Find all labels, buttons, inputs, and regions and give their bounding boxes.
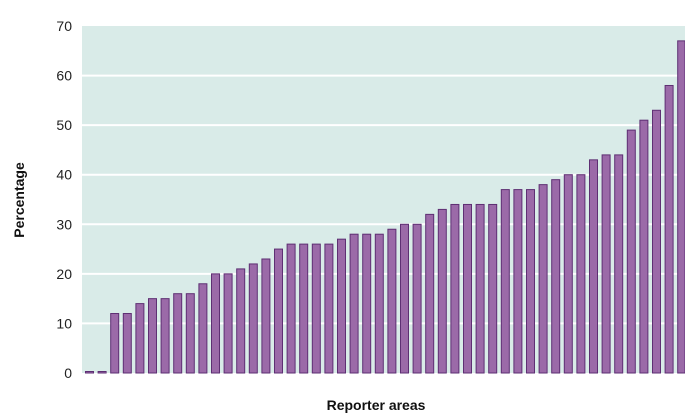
bar xyxy=(110,313,120,374)
y-tick-label: 20 xyxy=(56,266,72,282)
bar xyxy=(85,371,94,374)
y-axis-title: Percentage xyxy=(11,162,27,238)
bar xyxy=(261,258,271,374)
bar xyxy=(475,203,485,374)
y-tick-label: 50 xyxy=(56,117,72,133)
bar xyxy=(236,268,246,374)
bar xyxy=(387,228,397,374)
bar xyxy=(349,233,359,374)
bar xyxy=(274,248,283,374)
y-tick-label: 30 xyxy=(56,216,72,232)
bar xyxy=(299,243,309,374)
bar xyxy=(576,174,586,374)
bar xyxy=(97,371,107,374)
y-tick-label: 70 xyxy=(56,18,72,34)
bar xyxy=(198,283,208,374)
bar xyxy=(362,233,372,374)
bar xyxy=(463,203,472,374)
bar xyxy=(601,154,611,374)
bar xyxy=(173,293,183,374)
bar xyxy=(412,223,422,374)
bar xyxy=(526,189,535,374)
bar xyxy=(374,233,384,374)
bar xyxy=(626,129,636,374)
bar xyxy=(135,303,145,374)
bar xyxy=(185,293,195,374)
bar xyxy=(551,179,561,374)
y-axis-ticks: 0 10 20 30 40 50 60 70 xyxy=(56,18,72,381)
bar xyxy=(500,189,510,374)
bar xyxy=(148,298,157,374)
bar xyxy=(160,298,170,374)
bars xyxy=(85,40,685,374)
x-axis-title: Reporter areas xyxy=(327,397,426,413)
bar xyxy=(211,273,220,374)
bar xyxy=(639,119,649,374)
bar xyxy=(614,154,624,374)
bar xyxy=(677,40,685,374)
bar xyxy=(488,203,498,374)
bar xyxy=(223,273,233,374)
bar xyxy=(248,263,258,374)
bar xyxy=(513,189,523,374)
bar xyxy=(652,109,661,374)
bar xyxy=(286,243,296,374)
bar xyxy=(664,84,674,374)
bar xyxy=(311,243,321,374)
bar xyxy=(437,208,447,374)
y-tick-label: 10 xyxy=(56,315,72,331)
bar xyxy=(538,184,548,374)
bar xyxy=(337,238,346,374)
y-tick-label: 40 xyxy=(56,167,72,183)
bar xyxy=(324,243,334,374)
y-tick-label: 60 xyxy=(56,68,72,84)
bar xyxy=(450,203,460,374)
bar xyxy=(122,313,132,374)
bar xyxy=(589,159,598,374)
bar xyxy=(400,223,409,374)
y-tick-label: 0 xyxy=(64,365,72,381)
bar xyxy=(425,213,435,374)
bar xyxy=(563,174,573,374)
